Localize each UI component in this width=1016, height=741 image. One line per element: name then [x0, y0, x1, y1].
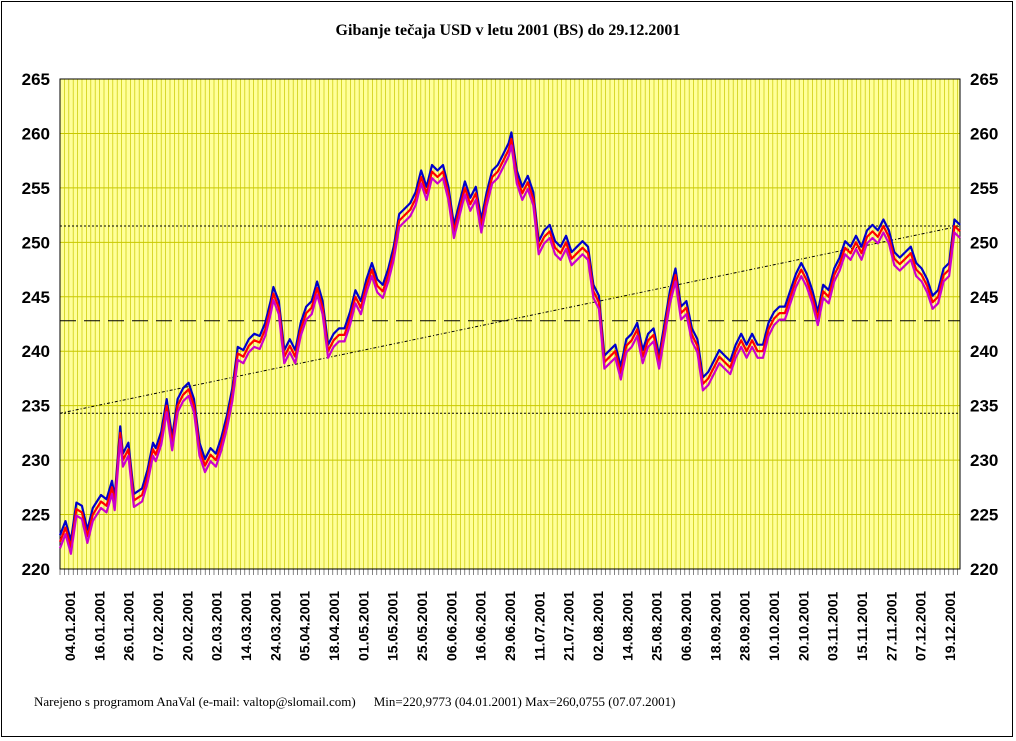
x-tick-label: 25.05.2001 [414, 591, 430, 661]
x-tick-label: 14.03.2001 [238, 591, 254, 661]
x-tick-label: 19.12.2001 [942, 591, 958, 661]
y-tick-label-right: 245 [970, 288, 998, 307]
plot-area [60, 79, 960, 569]
x-tick-label: 03.11.2001 [825, 591, 841, 661]
x-tick-label: 18.09.2001 [707, 591, 723, 661]
y-tick-label-left: 265 [22, 70, 50, 89]
x-tick-label: 06.06.2001 [443, 591, 459, 661]
x-tick-marks [59, 569, 958, 575]
x-tick-label: 07.02.2001 [150, 591, 166, 661]
x-tick-label: 29.06.2001 [502, 591, 518, 661]
x-tick-label: 26.01.2001 [121, 591, 137, 661]
plot-border [59, 78, 961, 570]
x-tick-label: 28.09.2001 [737, 591, 753, 661]
chart-footer: Narejeno s programom AnaVal (e-mail: val… [34, 694, 693, 710]
min-max-text: Min=220,9773 (04.01.2001) Max=260,0755 (… [373, 694, 676, 709]
y-tick-label-left: 230 [22, 451, 50, 470]
x-tick-label: 11.07.2001 [531, 591, 547, 661]
x-tick-label: 20.10.2001 [795, 591, 811, 661]
x-tick-label: 24.03.2001 [267, 591, 283, 661]
y-tick-label-right: 235 [970, 397, 998, 416]
y-tick-label-right: 260 [970, 124, 998, 143]
credit-text: Narejeno s programom AnaVal (e-mail: val… [34, 694, 356, 709]
series-line-2 [58, 137, 961, 549]
x-tick-label: 05.04.2001 [297, 591, 313, 661]
y-tick-label-left: 260 [22, 124, 50, 143]
y-tick-label-right: 230 [970, 451, 998, 470]
y-tick-label-left: 240 [22, 342, 50, 361]
y-tick-label-right: 225 [970, 506, 998, 525]
x-tick-label: 10.10.2001 [766, 591, 782, 661]
y-tick-label-right: 250 [970, 233, 998, 252]
x-tick-label: 04.01.2001 [62, 591, 78, 661]
x-tick-label: 16.01.2001 [91, 591, 107, 661]
x-tick-label: 27.11.2001 [883, 591, 899, 661]
x-tick-label: 02.03.2001 [209, 591, 225, 661]
x-tick-label: 01.05.2001 [355, 591, 371, 661]
y-tick-label-right: 220 [970, 560, 998, 579]
y-tick-label-left: 255 [22, 179, 50, 198]
y-tick-label-right: 265 [970, 70, 998, 89]
x-tick-label: 06.09.2001 [678, 591, 694, 661]
y-tick-label-left: 245 [22, 288, 50, 307]
y-tick-label-right: 255 [970, 179, 998, 198]
y-tick-label-left: 250 [22, 233, 50, 252]
x-tick-label: 15.11.2001 [854, 591, 870, 661]
x-tick-label: 02.08.2001 [590, 591, 606, 661]
x-tick-label: 15.05.2001 [385, 591, 401, 661]
chart-title: Gibanje tečaja USD v letu 2001 (BS) do 2… [335, 22, 681, 39]
y-tick-label-right: 240 [970, 342, 998, 361]
y-tick-label-left: 220 [22, 560, 50, 579]
y-tick-label-left: 225 [22, 506, 50, 525]
x-tick-label: 20.02.2001 [179, 591, 195, 661]
x-tick-label: 16.06.2001 [473, 591, 489, 661]
y-tick-label-left: 235 [22, 397, 50, 416]
trend-line [59, 225, 961, 414]
x-tick-label: 18.04.2001 [326, 591, 342, 661]
x-tick-label: 21.07.2001 [561, 591, 577, 661]
series-line-3 [58, 144, 961, 555]
x-tick-label: 25.08.2001 [649, 591, 665, 661]
series-line-1 [58, 131, 961, 542]
x-tick-label: 14.08.2001 [619, 591, 635, 661]
x-tick-label: 07.12.2001 [913, 591, 929, 661]
